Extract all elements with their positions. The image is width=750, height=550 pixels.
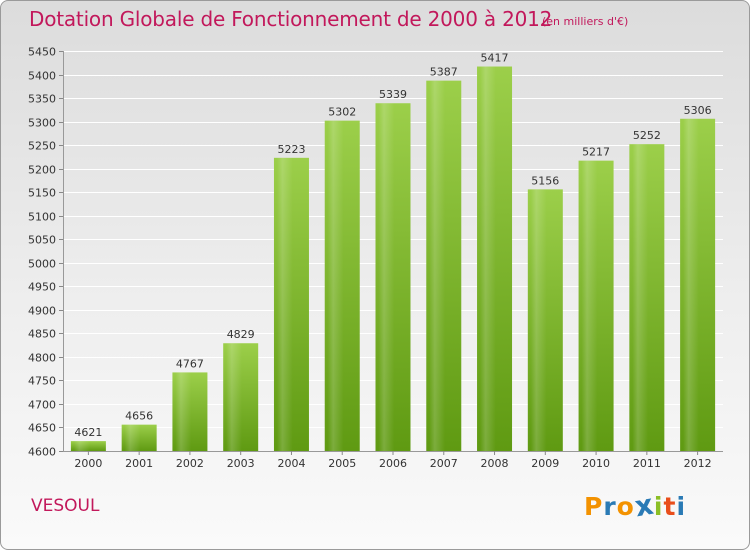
x-tick-label: 2008	[481, 457, 509, 470]
logo-letter: P	[584, 492, 604, 521]
bar-highlight	[276, 157, 293, 451]
y-tick-label: 4650	[28, 422, 56, 435]
y-tick-label: 5350	[28, 93, 56, 106]
y-tick-label: 4800	[28, 352, 56, 365]
y-tick-label: 4750	[28, 375, 56, 388]
value-label: 4656	[125, 410, 153, 423]
y-tick-label: 4700	[28, 399, 56, 412]
logo-letter: o	[616, 492, 635, 521]
y-tick-label: 4850	[28, 328, 56, 341]
y-tick-label: 5050	[28, 234, 56, 247]
y-tick-label: 5450	[28, 46, 56, 59]
value-label: 5252	[633, 129, 661, 142]
x-tick-label: 2010	[582, 457, 610, 470]
value-label: 4767	[176, 357, 204, 370]
bar-highlight	[683, 118, 699, 451]
bar-highlight	[175, 372, 192, 451]
x-tick-label: 2007	[430, 457, 458, 470]
chart-unit: (en milliers d'€)	[542, 15, 629, 28]
y-tick-label: 5200	[28, 164, 56, 177]
x-tick-label: 2006	[379, 457, 407, 470]
value-label: 5223	[277, 143, 305, 156]
axis-layer: 4600 4650 4700 4750 4800 4850 4900 4950 5000 5050…	[28, 46, 723, 470]
value-label: 4829	[227, 328, 255, 341]
y-tick-label: 4950	[28, 281, 56, 294]
x-tick-label: 2011	[633, 457, 661, 470]
y-tick-label: 5100	[28, 211, 56, 224]
bar-highlight	[530, 189, 547, 451]
value-label: 5217	[582, 146, 610, 159]
y-tick-label: 4600	[28, 446, 56, 459]
y-tick-label: 5150	[28, 187, 56, 200]
y-tick-label: 5400	[28, 70, 56, 83]
logo-letter: i	[676, 492, 687, 521]
x-tick-label: 2001	[125, 457, 153, 470]
x-tick-label: 2004	[277, 457, 305, 470]
proxiti-logo[interactable]: Proxiti	[584, 488, 687, 524]
bar-highlight	[124, 424, 141, 451]
value-label: 5417	[481, 52, 509, 65]
value-label: 5302	[328, 106, 356, 119]
bar-highlight	[429, 80, 446, 451]
chart-title: Dotation Globale de Fonctionnement de 20…	[29, 7, 553, 31]
y-tick-label: 5250	[28, 140, 56, 153]
x-tick-label: 2005	[328, 457, 356, 470]
bar-chart: 4600 4650 4700 4750 4800 4850 4900 4950 5000 5050…	[28, 46, 723, 470]
bar-highlight	[480, 66, 496, 451]
y-tick-label: 5000	[28, 258, 56, 271]
bar-highlight	[581, 160, 598, 451]
logo-letter: t	[663, 492, 677, 521]
x-tick-label: 2000	[74, 457, 102, 470]
y-tick-label: 4900	[28, 305, 56, 318]
commune-name: VESOUL	[31, 496, 100, 516]
bar-highlight	[226, 343, 242, 451]
bar-highlight	[632, 144, 649, 452]
x-tick-label: 2002	[176, 457, 204, 470]
bar-highlight	[73, 441, 90, 451]
x-tick-label: 2012	[684, 457, 712, 470]
x-tick-label: 2003	[227, 457, 255, 470]
value-label: 5339	[379, 88, 407, 101]
x-tick-label: 2009	[531, 457, 559, 470]
value-label: 4621	[74, 426, 102, 439]
logo-letter: i	[653, 492, 664, 521]
y-tick-label: 5300	[28, 117, 56, 130]
value-label: 5156	[531, 174, 559, 187]
logo-letter: r	[603, 492, 617, 521]
bar-layer	[70, 66, 716, 452]
value-label-layer: 4621 4656 4767 4829 5223 5302 5339 5387 5417 5156…	[74, 52, 711, 440]
bar-highlight	[327, 120, 344, 451]
value-label: 5306	[684, 104, 712, 117]
value-label: 5387	[430, 66, 458, 79]
bar-highlight	[378, 103, 395, 451]
